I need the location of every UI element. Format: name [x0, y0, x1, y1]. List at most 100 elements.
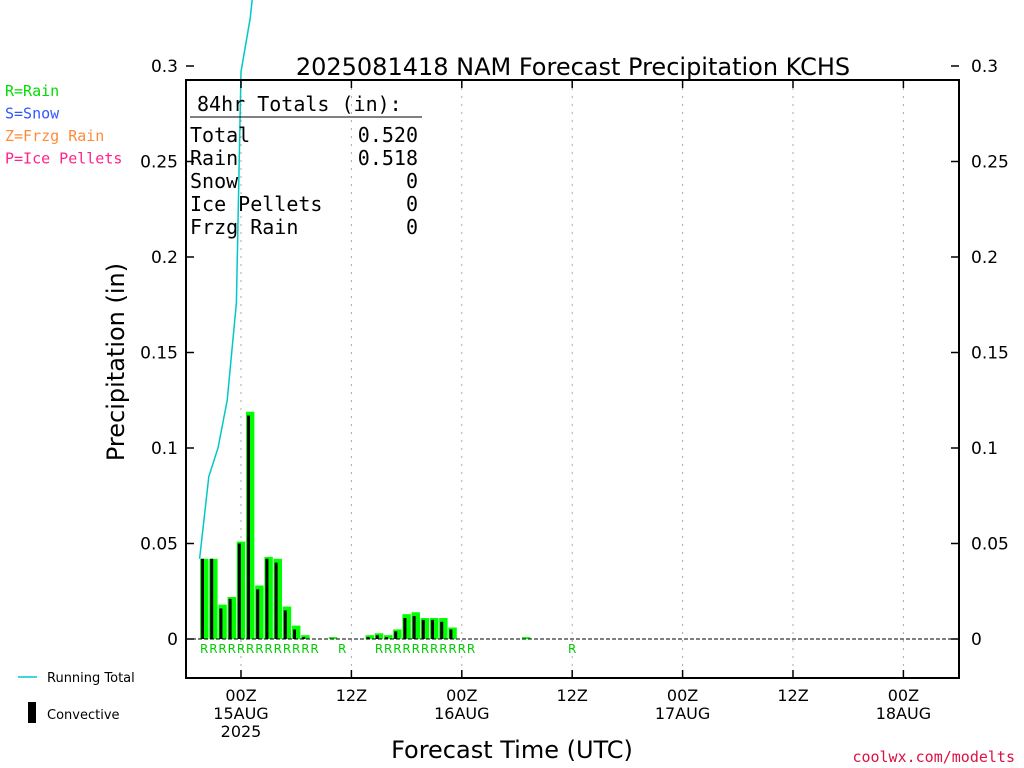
convective-bar [375, 635, 379, 639]
convective-legend-swatch [28, 702, 36, 723]
convective-bar [366, 637, 370, 639]
y-tick-label-right: 0.1 [971, 439, 998, 459]
rain-bar [365, 635, 374, 639]
convective-bar [210, 558, 214, 639]
precip-type-marker: R [209, 642, 217, 656]
rain-bar [292, 625, 301, 639]
precip-type-marker: R [310, 642, 318, 656]
precip-type-marker: R [338, 642, 346, 656]
bars-layer [200, 411, 531, 639]
convective-bar [293, 629, 296, 639]
convective-bar [228, 598, 232, 639]
convective-bar [247, 415, 250, 639]
totals-row-label: Frzg Rain [190, 215, 298, 239]
precip-type-marker: R [393, 642, 401, 656]
rain-bar [328, 637, 338, 639]
precip-type-marker: R [301, 642, 309, 656]
legend-layer: R=Rain S=Snow Z=Frzg Rain P=Ice Pellets Runn… [5, 82, 135, 723]
precip-type-marker: R [246, 642, 254, 656]
x-tick-label: 2025 [221, 722, 262, 741]
rain-bar [439, 617, 448, 639]
totals-heading: 84hr Totals (in): [197, 92, 402, 116]
rain-bar [374, 633, 384, 639]
precip-type-marker: R [412, 642, 420, 656]
y-tick-label-left: 0.15 [140, 344, 178, 364]
x-tick-label: 00Z [667, 686, 698, 705]
y-tick-label-left: 0.25 [140, 153, 178, 173]
totals-row-label: Snow [190, 169, 239, 193]
chart-title: 2025081418 NAM Forecast Precipitation KC… [296, 53, 850, 81]
precip-type-marker: R [218, 642, 226, 656]
precip-type-marker: R [255, 642, 263, 656]
x-tick-label: 15AUG [213, 704, 268, 723]
precip-type-marker: R [439, 642, 447, 656]
precip-type-marker: R [458, 642, 466, 656]
convective-bar [431, 619, 434, 639]
rain-bar [448, 627, 457, 639]
convective-bar [283, 610, 287, 639]
precip-type-marker: R [384, 642, 392, 656]
precip-type-marker: R [375, 642, 383, 656]
y-tick-label-right: 0 [971, 630, 982, 650]
totals-row-value: 0.518 [358, 146, 418, 170]
totals-row-value: 0 [406, 192, 418, 216]
grid-layer [240, 80, 904, 678]
precip-type-marker: R [402, 642, 410, 656]
running-total-legend-label: Running Total [47, 671, 135, 686]
convective-bar [385, 637, 388, 639]
rain-bar [402, 614, 411, 639]
y-tick-label-right: 0.25 [971, 153, 1009, 173]
running-total-line [198, 0, 253, 559]
convective-bar [265, 558, 269, 639]
precip-type-marker: R [292, 642, 300, 656]
x-tick-label: 12Z [336, 686, 367, 705]
totals-row-label: Ice Pellets [190, 192, 322, 216]
y-axis-label: Precipitation (in) [102, 263, 130, 461]
x-tick-label: 18AUG [876, 704, 931, 723]
convective-legend-label: Convective [47, 708, 120, 723]
y-tick-label-right: 0.05 [971, 535, 1009, 555]
x-tick-label: 16AUG [434, 704, 489, 723]
precip-type-marker: R [430, 642, 438, 656]
convective-bar [403, 617, 407, 639]
precip-type-marker: R [467, 642, 475, 656]
rain-bar [393, 629, 402, 639]
totals-box: 84hr Totals (in): Total 0.520 Rain 0.518 Snow… [190, 92, 422, 239]
rain-bar [384, 635, 393, 639]
precip-type-marker: R [237, 642, 245, 656]
convective-bar [449, 629, 453, 639]
precip-type-marker: R [568, 642, 576, 656]
convective-bar [274, 562, 278, 639]
totals-row-value: 0 [406, 215, 418, 239]
credit-text: coolwx.com/modelts [852, 748, 1015, 766]
axes-layer: 0 00.05 0.050.1 0.10.15 0.150.2 0.20.25 0.250.… [140, 57, 1009, 741]
rain-bar [200, 558, 209, 639]
x-tick-label: 00Z [446, 686, 477, 705]
x-axis-label: Forecast Time (UTC) [391, 736, 633, 764]
precip-type-marker: R [283, 642, 291, 656]
y-tick-label-left: 0.1 [151, 439, 178, 459]
y-tick-label-left: 0.3 [151, 57, 178, 77]
precip-type-marker: R [264, 642, 272, 656]
precip-type-marker: R [200, 642, 208, 656]
convective-bar [237, 543, 241, 639]
rain-bar [209, 558, 218, 639]
rain-bar [411, 612, 420, 639]
convective-bar [219, 608, 223, 639]
y-tick-label-right: 0.3 [971, 57, 998, 77]
totals-row-label: Total [190, 123, 250, 147]
rain-bar [255, 585, 264, 639]
precip-type-marker: R [421, 642, 429, 656]
precip-type-marker: R [228, 642, 236, 656]
rain-bar [420, 617, 430, 639]
rain-bar [246, 411, 255, 639]
rain-bar [227, 596, 236, 639]
rain-bar [273, 558, 282, 639]
rain-bar [236, 541, 246, 639]
rain-bar [282, 606, 292, 639]
totals-row-label: Rain [190, 146, 238, 170]
precip-type-legend-item: Z=Frzg Rain [5, 127, 104, 145]
precip-type-legend-item: S=Snow [5, 105, 60, 123]
convective-bar [440, 621, 444, 639]
